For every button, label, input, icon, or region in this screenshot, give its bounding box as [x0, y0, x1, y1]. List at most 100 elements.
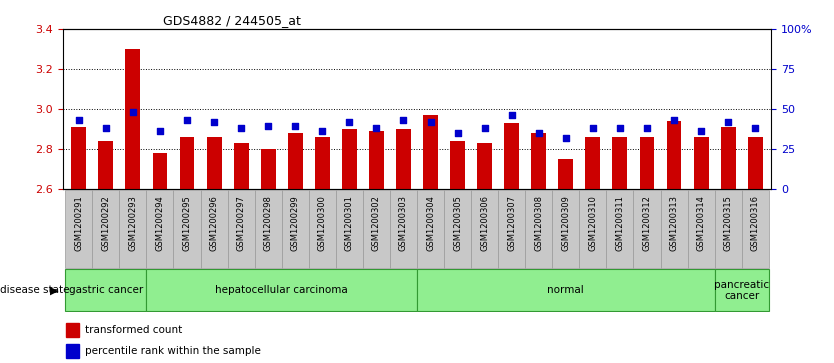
FancyBboxPatch shape: [552, 189, 580, 268]
Bar: [640, 137, 655, 189]
FancyBboxPatch shape: [173, 189, 200, 268]
Text: GSM1200300: GSM1200300: [318, 195, 327, 251]
Bar: [315, 137, 329, 189]
Bar: [153, 153, 168, 189]
FancyBboxPatch shape: [634, 189, 661, 268]
FancyBboxPatch shape: [147, 269, 417, 311]
FancyBboxPatch shape: [715, 269, 769, 311]
Text: pancreatic
cancer: pancreatic cancer: [714, 280, 769, 301]
Text: GSM1200309: GSM1200309: [561, 195, 570, 251]
Text: GSM1200292: GSM1200292: [102, 195, 110, 251]
Point: [126, 109, 139, 115]
FancyBboxPatch shape: [93, 189, 119, 268]
Point: [451, 130, 465, 136]
Text: GSM1200294: GSM1200294: [155, 195, 164, 251]
Bar: [531, 133, 546, 189]
Bar: [477, 143, 492, 189]
Bar: [288, 133, 303, 189]
FancyBboxPatch shape: [498, 189, 525, 268]
FancyBboxPatch shape: [254, 189, 282, 268]
Point: [695, 129, 708, 134]
Bar: [694, 137, 709, 189]
FancyBboxPatch shape: [661, 189, 687, 268]
Text: GSM1200316: GSM1200316: [751, 195, 760, 251]
Bar: [585, 137, 600, 189]
FancyBboxPatch shape: [606, 189, 634, 268]
Text: GSM1200302: GSM1200302: [372, 195, 381, 251]
Text: GSM1200304: GSM1200304: [426, 195, 435, 251]
FancyBboxPatch shape: [282, 189, 309, 268]
Text: GDS4882 / 244505_at: GDS4882 / 244505_at: [163, 15, 300, 28]
Point: [180, 117, 193, 123]
Text: normal: normal: [547, 285, 584, 295]
Text: transformed count: transformed count: [85, 325, 183, 335]
Point: [667, 117, 681, 123]
FancyBboxPatch shape: [200, 189, 228, 268]
FancyBboxPatch shape: [65, 269, 147, 311]
Text: GSM1200311: GSM1200311: [615, 195, 625, 251]
Text: disease state: disease state: [0, 285, 69, 295]
Bar: [342, 129, 357, 189]
Bar: [261, 149, 275, 189]
Text: GSM1200299: GSM1200299: [291, 195, 299, 251]
Text: GSM1200297: GSM1200297: [237, 195, 246, 251]
FancyBboxPatch shape: [147, 189, 173, 268]
Text: GSM1200301: GSM1200301: [344, 195, 354, 251]
Text: GSM1200296: GSM1200296: [209, 195, 219, 251]
Bar: [450, 141, 465, 189]
Text: GSM1200298: GSM1200298: [264, 195, 273, 251]
Text: GSM1200307: GSM1200307: [507, 195, 516, 251]
FancyBboxPatch shape: [363, 189, 390, 268]
FancyBboxPatch shape: [444, 189, 471, 268]
Point: [505, 113, 519, 118]
FancyBboxPatch shape: [417, 189, 444, 268]
Bar: [98, 141, 113, 189]
Point: [559, 135, 572, 140]
FancyBboxPatch shape: [65, 189, 93, 268]
Point: [315, 129, 329, 134]
FancyBboxPatch shape: [309, 189, 336, 268]
Point: [153, 129, 167, 134]
Text: gastric cancer: gastric cancer: [68, 285, 143, 295]
Text: GSM1200315: GSM1200315: [724, 195, 732, 251]
Point: [208, 119, 221, 125]
Text: percentile rank within the sample: percentile rank within the sample: [85, 346, 261, 356]
FancyBboxPatch shape: [525, 189, 552, 268]
Point: [532, 130, 545, 136]
FancyBboxPatch shape: [390, 189, 417, 268]
FancyBboxPatch shape: [471, 189, 498, 268]
Bar: [125, 49, 140, 189]
FancyBboxPatch shape: [715, 189, 741, 268]
Bar: [72, 127, 86, 189]
Bar: [66, 323, 79, 337]
FancyBboxPatch shape: [741, 189, 769, 268]
Bar: [748, 137, 762, 189]
Point: [289, 123, 302, 129]
Text: GSM1200305: GSM1200305: [453, 195, 462, 251]
FancyBboxPatch shape: [336, 189, 363, 268]
Text: GSM1200291: GSM1200291: [74, 195, 83, 251]
FancyBboxPatch shape: [119, 189, 147, 268]
Text: ▶: ▶: [50, 285, 58, 295]
Point: [262, 123, 275, 129]
Text: GSM1200314: GSM1200314: [696, 195, 706, 251]
FancyBboxPatch shape: [417, 269, 715, 311]
Text: hepatocellular carcinoma: hepatocellular carcinoma: [215, 285, 348, 295]
Point: [424, 119, 437, 125]
Bar: [505, 123, 519, 189]
Text: GSM1200313: GSM1200313: [670, 195, 679, 251]
Bar: [666, 121, 681, 189]
Point: [343, 119, 356, 125]
Point: [72, 117, 85, 123]
FancyBboxPatch shape: [228, 189, 254, 268]
Bar: [423, 115, 438, 189]
Point: [478, 125, 491, 131]
Bar: [559, 159, 573, 189]
Point: [397, 117, 410, 123]
Bar: [721, 127, 736, 189]
Bar: [396, 129, 411, 189]
Point: [99, 125, 113, 131]
FancyBboxPatch shape: [580, 189, 606, 268]
Point: [641, 125, 654, 131]
Bar: [179, 137, 194, 189]
